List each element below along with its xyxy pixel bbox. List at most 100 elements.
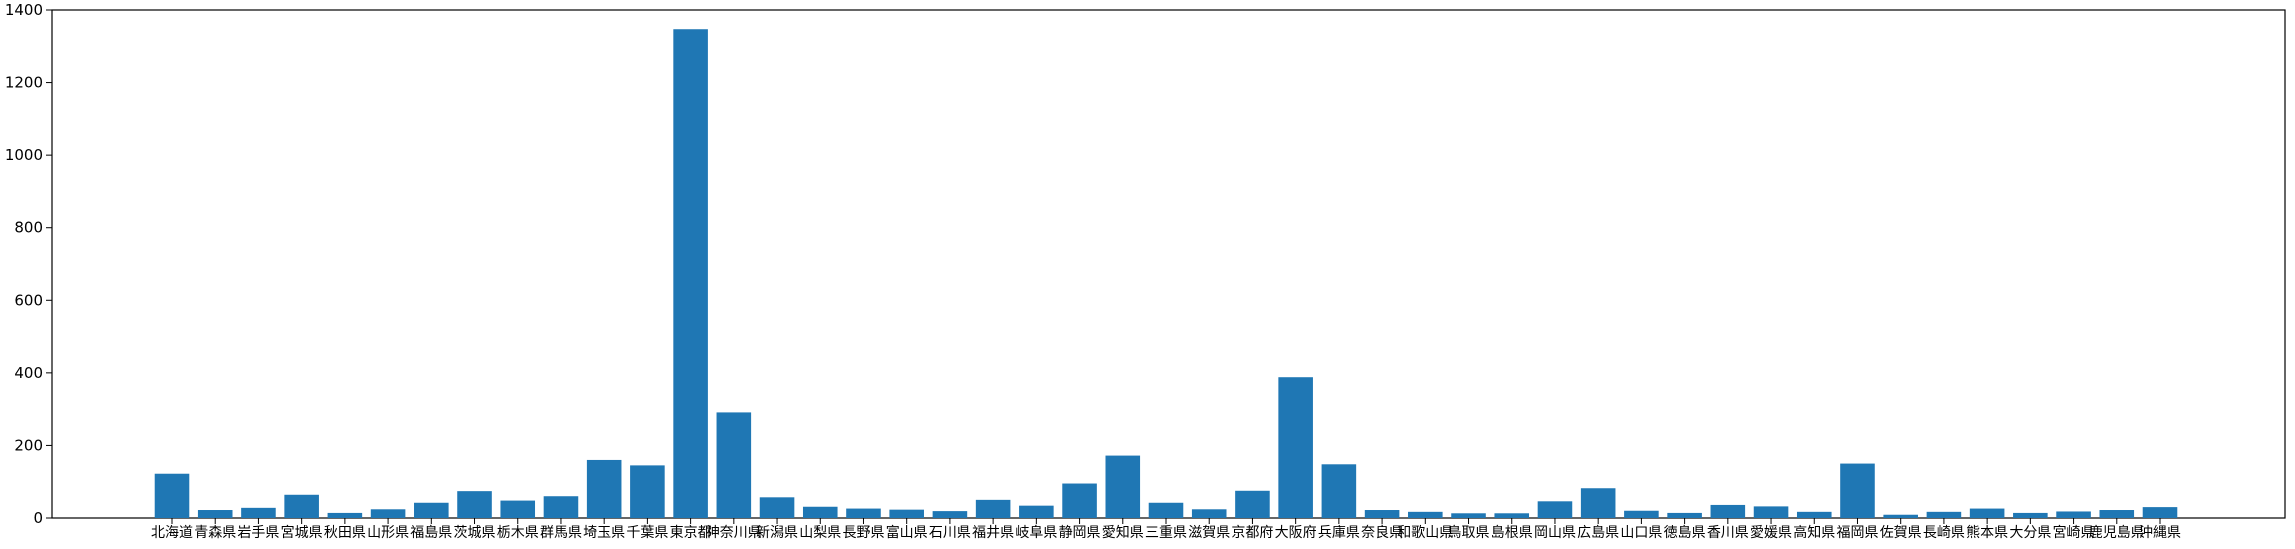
x-tick-label: 福井県 (972, 525, 1014, 541)
x-tick-label: 熊本県 (1966, 525, 2008, 541)
x-tick-label: 愛知県 (1102, 524, 1144, 541)
x-tick-label: 沖縄県 (2139, 525, 2181, 541)
bar (2099, 510, 2135, 518)
x-tick-label: 岩手県 (237, 525, 279, 541)
bar (1494, 513, 1530, 518)
bar (500, 500, 536, 518)
bar (1235, 490, 1270, 518)
x-tick-label: 三重県 (1145, 525, 1187, 541)
x-tick-label: 長崎県 (1923, 525, 1965, 541)
bar (370, 509, 406, 518)
bar (284, 494, 319, 518)
x-tick-label: 千葉県 (626, 525, 668, 541)
bar (1580, 488, 1616, 518)
x-tick-label: 島根県 (1491, 525, 1533, 541)
x-tick-label: 岐阜県 (1015, 524, 1057, 541)
y-tick-label: 1200 (5, 74, 43, 92)
bar (1321, 464, 1357, 518)
x-tick-label: 東京都 (670, 525, 712, 541)
x-tick-label: 富山県 (886, 524, 928, 541)
bar (414, 502, 449, 518)
bar (154, 473, 190, 518)
bar (543, 496, 579, 518)
x-tick-label: 香川県 (1707, 525, 1749, 541)
bar (1796, 511, 1832, 518)
bar (1840, 463, 1875, 518)
y-tick-label: 200 (14, 436, 43, 454)
x-tick-label: 宮崎県 (2053, 525, 2095, 541)
x-tick-label: 兵庫県 (1318, 524, 1360, 541)
bar (1753, 506, 1789, 518)
bar (673, 29, 708, 519)
bar (2142, 507, 2178, 518)
bar (1667, 512, 1702, 518)
x-tick-label: 岡山県 (1534, 525, 1576, 541)
x-tick-label: 山口県 (1620, 525, 1662, 541)
x-tick-label: 京都府 (1231, 525, 1273, 541)
x-tick-label: 秋田県 (324, 525, 366, 541)
y-tick-label: 800 (14, 219, 43, 237)
bar (1883, 514, 1918, 518)
bar (1969, 508, 2005, 518)
x-axis: 北海道 青森県 岩手県 宮城県 秋田県 山形県 福島県 茨城県 栃木県 群馬県 埼玉県 千葉県 東京都神… (151, 518, 2181, 541)
x-tick-label: 青森県 (194, 525, 236, 541)
plot-area (51, 9, 2286, 519)
x-tick-label: 栃木県 (497, 525, 539, 541)
x-tick-label: 群馬県 (540, 525, 582, 541)
x-tick-label: 山形県 (367, 525, 409, 541)
bar (1926, 511, 1962, 518)
bar (457, 491, 492, 518)
bar (1710, 504, 1746, 518)
x-tick-label: 宮城県 (281, 525, 323, 541)
bar (1364, 510, 1400, 518)
x-tick-label: 山梨県 (799, 525, 841, 541)
x-tick-label: 高知県 (1793, 524, 1835, 541)
bar (586, 459, 622, 518)
x-tick-label: 滋賀県 (1188, 525, 1230, 541)
bar (716, 412, 752, 518)
bar (1408, 511, 1443, 518)
x-tick-label: 埼玉県 (583, 525, 625, 541)
bar (1537, 501, 1573, 518)
bar (197, 510, 233, 518)
bar (327, 512, 363, 518)
y-tick-label: 600 (14, 291, 43, 309)
x-tick-label: 神奈川県 (706, 525, 762, 541)
y-tick-label: 1000 (5, 146, 43, 164)
x-tick-label: 奈良県 (1361, 525, 1403, 541)
x-tick-label: 大分県 (2009, 525, 2051, 541)
bar (1062, 483, 1097, 518)
bar (975, 499, 1011, 518)
x-tick-label: 北海道 (151, 525, 193, 541)
x-tick-label: 長野県 (842, 525, 884, 541)
bar (241, 507, 276, 518)
x-tick-label: 徳島県 (1664, 525, 1706, 541)
x-tick-label: 鹿児島県 (2089, 524, 2145, 541)
bar (759, 497, 795, 518)
bar (1191, 509, 1227, 518)
bar (1019, 505, 1054, 518)
bar (2013, 512, 2048, 518)
bar (1105, 455, 1141, 518)
x-tick-label: 愛媛県 (1750, 525, 1792, 541)
bar (1148, 502, 1184, 518)
y-tick-label: 1400 (5, 1, 43, 19)
x-tick-label: 石川県 (929, 525, 971, 541)
bar (889, 509, 924, 518)
x-tick-label: 新潟県 (756, 525, 798, 541)
y-axis: 0 200 400 600 800 1000 1200 1400 (5, 1, 52, 527)
bar (1278, 377, 1313, 518)
y-tick-label: 400 (14, 364, 43, 382)
bar (1624, 510, 1659, 518)
x-tick-label: 福岡県 (1836, 525, 1878, 541)
x-tick-label: 広島県 (1577, 525, 1619, 541)
x-tick-label: 和歌山県 (1397, 525, 1453, 541)
bars (154, 29, 2178, 519)
bar (932, 511, 968, 518)
bar (802, 506, 838, 518)
x-tick-label: 福島県 (410, 525, 452, 541)
x-tick-label: 鳥取県 (1448, 525, 1490, 541)
x-tick-label: 大阪府 (1275, 525, 1317, 541)
bar (2056, 511, 2091, 518)
